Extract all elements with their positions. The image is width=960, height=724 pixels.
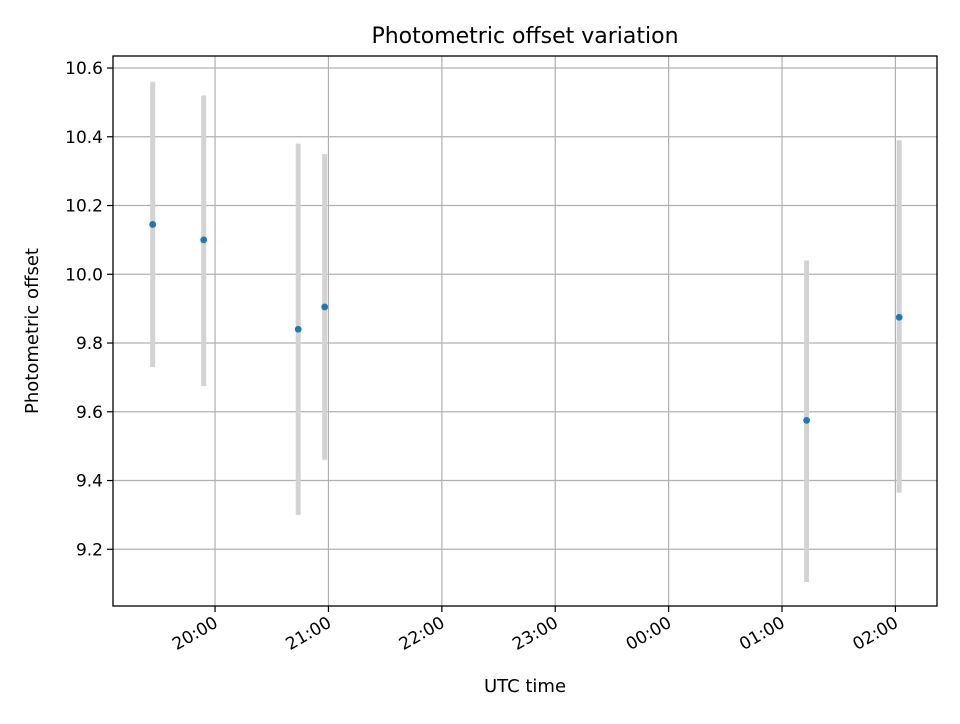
data-point [200,236,208,244]
data-point [321,303,329,311]
y-tick-label: 10.6 [65,59,103,79]
data-point [294,325,302,333]
x-axis-label: UTC time [484,676,566,697]
y-axis-label: Photometric offset [22,248,43,414]
y-tick-label: 9.2 [76,540,103,560]
plot-frame [112,55,938,607]
y-tick-label: 10.0 [65,265,103,285]
data-point [895,313,903,321]
data-point [803,416,810,424]
y-tick-label: 10.4 [65,128,103,148]
data-points [149,221,903,424]
y-tick-label: 10.2 [65,197,103,217]
y-tick-label: 9.4 [76,472,103,492]
chart-title: Photometric offset variation [371,24,678,49]
grid [113,56,937,606]
y-tick-label: 9.6 [76,403,103,423]
y-tick-label: 9.8 [76,334,103,354]
y-axis-ticks: 9.2 9.4 9.6 9.8 10.0 10.2 10.4 10.6 [65,59,113,560]
data-point [149,221,157,228]
